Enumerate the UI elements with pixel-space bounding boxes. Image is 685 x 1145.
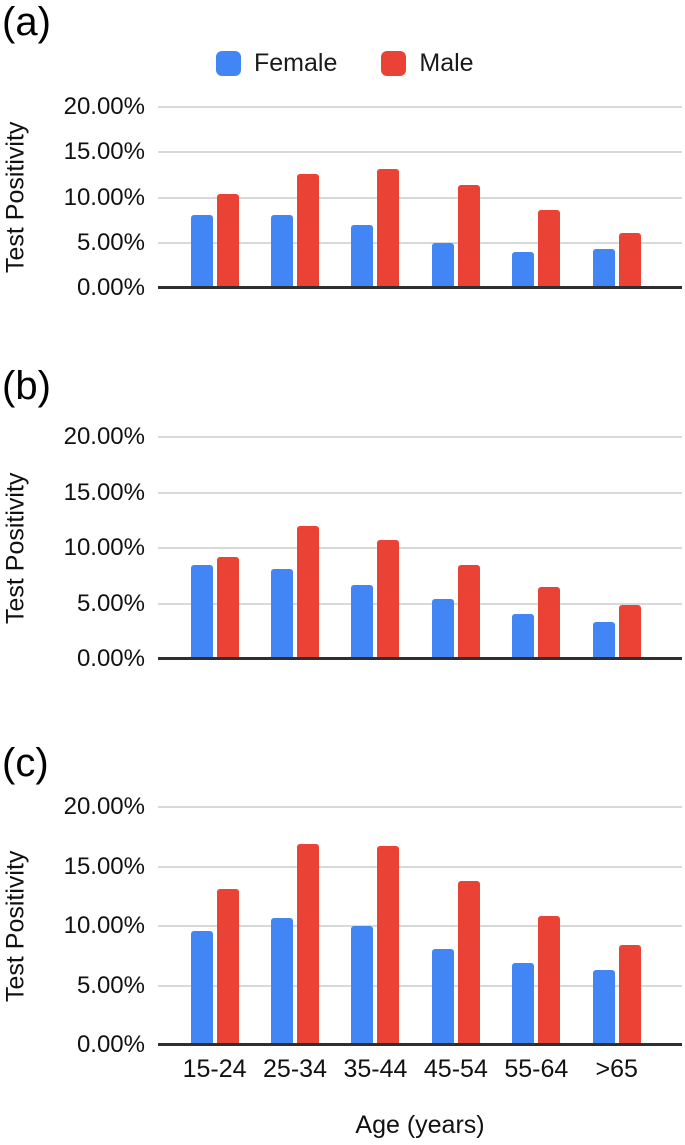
gridline [158, 602, 682, 605]
x-axis-line [158, 286, 682, 289]
panel-a: (a) Female Male Test Positivity 20.00% 15… [0, 0, 685, 340]
x-tick-label: 45-54 [423, 1055, 488, 1083]
bar-male-25-34 [297, 843, 320, 1045]
bar-male-15-24 [216, 889, 239, 1045]
panel-c: (c) Test Positivity 20.00% 15.00% 10.00% 5.… [0, 741, 685, 1145]
x-tick-label: 35-44 [343, 1055, 408, 1083]
bar-male->65 [618, 604, 641, 659]
y-tick-label: 15.00% [63, 138, 145, 166]
bar-female-35-44 [351, 584, 374, 659]
bar-female->65 [592, 622, 615, 659]
gridline [158, 865, 682, 868]
panel-label-b: (b) [2, 364, 51, 408]
x-axis-line [158, 1043, 682, 1046]
bar-female-25-34 [271, 917, 294, 1045]
y-tick-label: 10.00% [63, 912, 145, 939]
bar-female->65 [592, 970, 615, 1045]
legend-item-female: Female [216, 49, 337, 78]
bar-male-45-54 [457, 880, 480, 1045]
panel-label-a: (a) [2, 0, 51, 44]
x-axis-line [158, 657, 682, 660]
x-tick-label: 25-34 [263, 1055, 327, 1083]
legend-label-male: Male [419, 49, 474, 77]
panel-label-c: (c) [2, 741, 49, 785]
y-axis-title: Test Positivity [1, 121, 30, 274]
bar-female->65 [592, 249, 615, 288]
y-tick-label: 5.00% [76, 971, 145, 999]
x-tick-label: >65 [595, 1055, 638, 1083]
legend-label-female: Female [254, 49, 338, 77]
bar-male-35-44 [377, 540, 400, 659]
y-tick-label: 0.00% [76, 1031, 145, 1058]
gridline [158, 196, 682, 199]
panel-b: (b) Test Positivity 20.00% 15.00% 10.00% 5.… [0, 364, 685, 671]
bar-female-45-54 [431, 242, 454, 288]
bar-female-55-64 [512, 962, 535, 1045]
x-tick-label: 15-24 [182, 1055, 247, 1083]
legend-item-male: Male [381, 49, 474, 78]
male-swatch [381, 51, 407, 76]
y-tick-label: 20.00% [63, 793, 145, 820]
bar-male-55-64 [538, 210, 561, 288]
y-tick-label: 0.00% [76, 274, 145, 301]
bar-male-55-64 [538, 586, 561, 659]
y-tick-label: 15.00% [63, 852, 145, 880]
y-axis-title: Test Positivity [1, 850, 30, 1002]
y-axis-title: Test Positivity [1, 472, 30, 624]
bar-male-15-24 [216, 556, 239, 659]
gridline [158, 547, 682, 549]
bar-female-45-54 [431, 948, 454, 1045]
y-tick-label: 15.00% [63, 478, 145, 506]
bar-female-25-34 [271, 569, 294, 659]
bar-male-35-44 [377, 169, 400, 288]
bar-male-15-24 [216, 193, 239, 288]
y-tick-label: 5.00% [76, 228, 145, 256]
y-tick-label: 0.00% [76, 645, 145, 672]
bar-chart-b: 20.00% 15.00% 10.00% 5.00% 0.00% [64, 425, 682, 671]
bar-female-15-24 [190, 564, 213, 659]
gridline [158, 106, 682, 108]
gridline [158, 984, 682, 987]
bar-male-55-64 [538, 916, 561, 1045]
y-tick-label: 10.00% [63, 183, 145, 211]
bar-female-25-34 [271, 214, 294, 288]
bar-male-45-54 [457, 184, 480, 288]
y-tick-label: 20.00% [63, 93, 145, 120]
female-swatch [216, 51, 241, 76]
y-tick-label: 5.00% [76, 589, 145, 617]
bar-male-25-34 [297, 525, 320, 659]
x-tick-label: 55-64 [504, 1055, 569, 1083]
bar-male->65 [618, 945, 641, 1045]
gridline [158, 241, 682, 244]
legend: Female Male [216, 49, 474, 78]
gridline [158, 806, 682, 808]
bar-female-35-44 [351, 926, 374, 1045]
bar-male->65 [618, 232, 641, 288]
bar-female-35-44 [351, 224, 374, 288]
bar-female-55-64 [512, 613, 535, 659]
bar-female-15-24 [190, 214, 213, 288]
bar-chart-c: 20.00% 15.00% 10.00% 5.00% 0.00% 15-24 25-34 35… [64, 795, 682, 1083]
bar-female-15-24 [190, 930, 213, 1045]
y-tick-label: 20.00% [63, 423, 145, 450]
gridline [158, 925, 682, 927]
bar-chart-a: 20.00% 15.00% 10.00% 5.00% 0.00% [64, 95, 682, 300]
bar-female-45-54 [431, 599, 454, 659]
x-axis-title: Age (years) [355, 1111, 485, 1139]
y-tick-label: 10.00% [63, 534, 145, 561]
gridline [158, 151, 682, 154]
gridline [158, 491, 682, 494]
bar-male-25-34 [297, 173, 320, 288]
gridline [158, 436, 682, 438]
bar-female-55-64 [512, 251, 535, 288]
bar-male-35-44 [377, 846, 400, 1045]
bar-male-45-54 [457, 564, 480, 659]
